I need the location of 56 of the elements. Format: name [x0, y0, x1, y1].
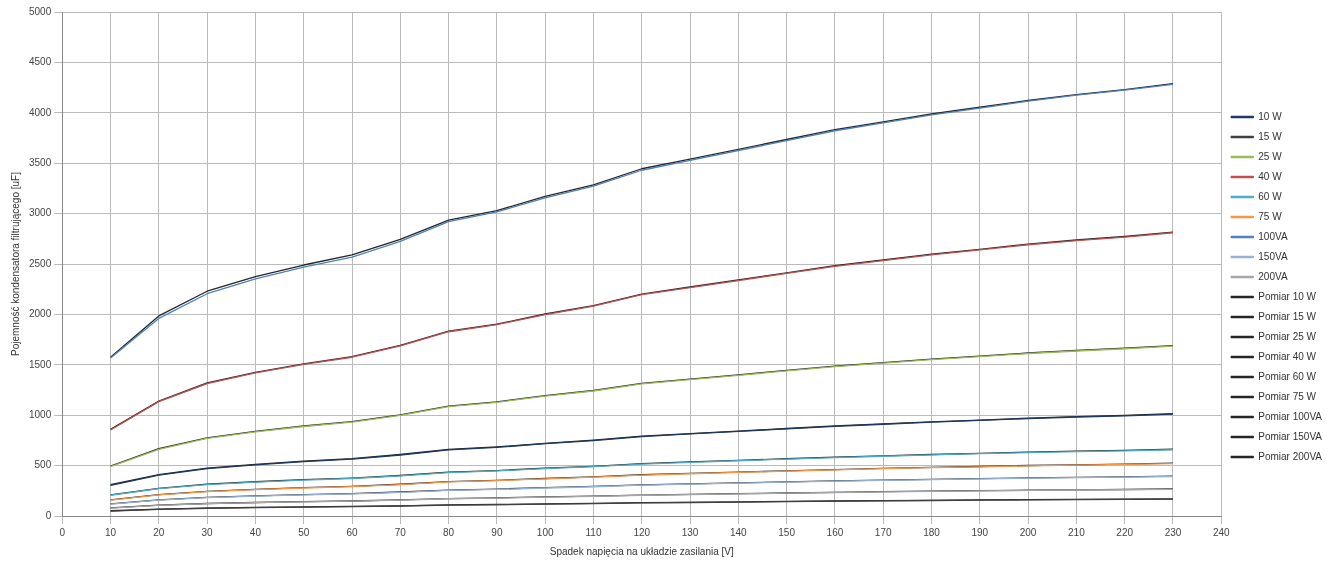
legend-label: 75 W	[1258, 210, 1283, 222]
legend-label: 200VA	[1258, 270, 1288, 282]
x-tick-label: 30	[201, 526, 214, 538]
x-tick-label: 220	[1116, 526, 1134, 538]
y-tick-label: 0	[45, 509, 52, 521]
x-tick-label: 180	[923, 526, 941, 538]
legend-label: Pomiar 25 W	[1258, 330, 1317, 342]
y-tick-label: 3500	[29, 156, 52, 168]
y-tick-label: 4500	[29, 56, 52, 68]
legend-label: 10 W	[1258, 110, 1283, 122]
legend-label: Pomiar 40 W	[1258, 350, 1317, 362]
legend-label: Pomiar 15 W	[1258, 310, 1317, 322]
x-tick-label: 80	[443, 526, 455, 538]
legend-label: Pomiar 150VA	[1258, 430, 1323, 442]
x-tick-label: 40	[249, 526, 262, 538]
y-tick-label: 2000	[29, 308, 52, 320]
legend-label: Pomiar 10 W	[1258, 290, 1317, 302]
legend-label: Pomiar 100VA	[1258, 410, 1323, 422]
x-tick-label: 10	[104, 526, 117, 538]
y-tick-label: 3000	[29, 207, 52, 219]
y-tick-label: 500	[34, 459, 52, 471]
legend-label: Pomiar 75 W	[1258, 390, 1317, 402]
x-tick-label: 100	[536, 526, 554, 538]
y-tick-label: 4000	[29, 106, 52, 118]
x-tick-label: 110	[585, 526, 602, 538]
x-axis-title: Spadek napięcia na układzie zasilania [V]	[549, 545, 734, 557]
x-tick-label: 150	[778, 526, 796, 538]
y-tick-label: 1500	[29, 358, 52, 370]
x-tick-label: 160	[826, 526, 844, 538]
y-tick-label: 1000	[29, 408, 52, 420]
x-tick-label: 60	[346, 526, 358, 538]
legend-label: 100VA	[1258, 230, 1288, 242]
x-tick-label: 130	[681, 526, 699, 538]
legend-label: Pomiar 60 W	[1258, 370, 1317, 382]
x-tick-label: 90	[491, 526, 503, 538]
y-axis-title: Pojemność kondensatora filtrującego [uF]	[9, 171, 21, 356]
x-tick-label: 70	[394, 526, 407, 538]
legend-label: 40 W	[1258, 170, 1283, 182]
legend-label: 25 W	[1258, 150, 1283, 162]
x-tick-label: 170	[874, 526, 892, 538]
x-tick-label: 230	[1164, 526, 1182, 538]
legend-label: 150VA	[1258, 250, 1288, 262]
x-tick-label: 120	[633, 526, 651, 538]
x-tick-label: 20	[153, 526, 165, 538]
legend-label: Pomiar 200VA	[1258, 450, 1323, 462]
y-tick-label: 2500	[29, 257, 52, 269]
x-tick-label: 50	[298, 526, 310, 538]
y-tick-label: 5000	[29, 5, 52, 17]
x-tick-label: 0	[59, 526, 66, 538]
legend-label: 60 W	[1258, 190, 1283, 202]
x-tick-label: 210	[1068, 526, 1086, 538]
x-tick-label: 240	[1212, 526, 1231, 538]
x-tick-label: 200	[1019, 526, 1037, 538]
x-tick-label: 140	[730, 526, 748, 538]
legend-label: 15 W	[1258, 130, 1283, 142]
x-tick-label: 190	[971, 526, 989, 538]
